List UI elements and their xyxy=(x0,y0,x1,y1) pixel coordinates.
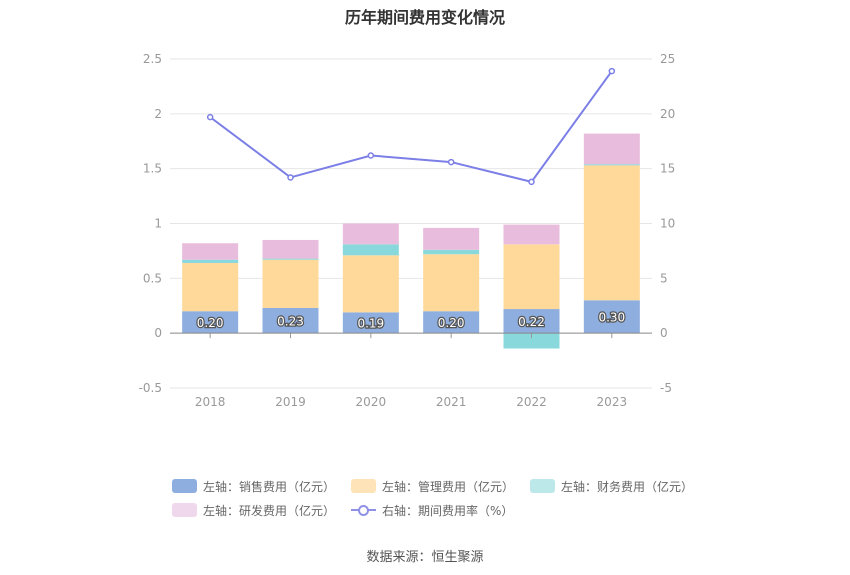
bar-data-label: 0.30 xyxy=(598,311,625,325)
bar-data-label: 0.20 xyxy=(438,316,465,330)
right-axis-tick-label: 5 xyxy=(660,271,668,285)
legend: 左轴：销售费用（亿元） 左轴：管理费用（亿元） 左轴：财务费用（亿元） 左轴：研… xyxy=(172,474,693,522)
right-axis-tick-label: 20 xyxy=(660,107,675,121)
legend-item-sales[interactable]: 左轴：销售费用（亿元） xyxy=(172,478,335,495)
right-axis-tick-label: 0 xyxy=(660,326,668,340)
data-source: 数据来源：恒生聚源 xyxy=(366,550,484,565)
right-axis-tick-label: 15 xyxy=(660,162,675,176)
legend-item-rd[interactable]: 左轴：研发费用（亿元） xyxy=(172,502,335,519)
x-axis-tick-label: 2019 xyxy=(275,395,306,409)
chart-title: 历年期间费用变化情况 xyxy=(344,8,505,27)
left-axis-tick-label: 0.5 xyxy=(143,271,162,285)
bar-2020-series-0 xyxy=(342,312,399,334)
bar-2022-series-3 xyxy=(503,224,560,245)
bar-2020-series-1 xyxy=(342,255,399,313)
x-axis-tick-label: 2018 xyxy=(195,395,226,409)
bar-2020-series-2 xyxy=(342,244,399,256)
x-axis-tick-label: 2020 xyxy=(356,395,387,409)
rate-point-2021 xyxy=(447,158,455,166)
bar-2023-series-2 xyxy=(583,164,640,166)
right-axis-tick-label: 10 xyxy=(660,217,675,231)
bar-data-label: 0.23 xyxy=(277,315,304,329)
legend-swatch-rd xyxy=(172,503,197,517)
bar-2022-series-1 xyxy=(503,244,560,310)
legend-label-rd: 左轴：研发费用（亿元） xyxy=(203,503,336,518)
chart-canvas: -0.5 0 0.5 1 1.5 2 2.5 -5 0 5 10 15 20 25 0.20 2018 0.23… xyxy=(139,52,676,409)
bar-2021-series-3 xyxy=(423,227,480,250)
legend-label-rate: 右轴：期间费用率（%） xyxy=(382,503,514,518)
bar-data-label: 0.19 xyxy=(357,317,384,331)
legend-swatch-rate xyxy=(351,503,377,517)
legend-label-sales: 左轴：销售费用（亿元） xyxy=(203,479,336,494)
legend-swatch-admin xyxy=(351,479,377,493)
bar-2019-series-3 xyxy=(262,239,319,259)
legend-swatch-finance xyxy=(530,479,556,493)
bar-2019-series-0 xyxy=(262,307,319,334)
right-axis-tick-label: 25 xyxy=(660,52,675,66)
bar-2021-series-2 xyxy=(423,249,480,255)
bar-2018-series-2 xyxy=(182,259,239,263)
bar-2021-series-1 xyxy=(423,254,480,312)
rate-point-2020 xyxy=(367,152,375,159)
legend-item-admin[interactable]: 左轴：管理费用（亿元） xyxy=(351,478,514,495)
bar-2018-series-1 xyxy=(182,262,239,312)
bar-2019-series-2 xyxy=(262,258,319,260)
bar-2018-series-0 xyxy=(182,311,239,334)
bar-2018-series-3 xyxy=(182,243,239,260)
left-axis-tick-label: 2 xyxy=(154,107,162,121)
rate-point-2018 xyxy=(206,113,214,121)
legend-label-finance: 左轴：财务费用（亿元） xyxy=(561,479,694,494)
rate-line xyxy=(209,70,613,183)
left-axis-tick-label: 0 xyxy=(154,326,162,340)
left-axis-tick-label: 2.5 xyxy=(143,52,162,66)
bar-2022-series-0 xyxy=(503,309,560,334)
legend-row-1: 左轴：销售费用（亿元） 左轴：管理费用（亿元） 左轴：财务费用（亿元） xyxy=(172,474,693,498)
left-axis-tick-label: -0.5 xyxy=(139,381,162,395)
left-axis-tick-label: 1 xyxy=(154,217,162,231)
bar-2021-series-0 xyxy=(423,311,480,334)
legend-swatch-sales xyxy=(172,479,197,493)
legend-label-admin: 左轴：管理费用（亿元） xyxy=(382,479,515,494)
right-axis-tick-label: -5 xyxy=(660,381,672,395)
left-axis-tick-label: 1.5 xyxy=(143,162,162,176)
bar-data-label: 0.22 xyxy=(518,315,545,329)
bar-2023-series-1 xyxy=(583,165,640,301)
rate-point-2019 xyxy=(287,174,294,181)
bar-2023-series-3 xyxy=(583,133,640,165)
legend-row-2: 左轴：研发费用（亿元） 右轴：期间费用率（%） xyxy=(172,498,692,522)
bar-2019-series-1 xyxy=(262,259,319,308)
legend-item-finance[interactable]: 左轴：财务费用（亿元） xyxy=(530,478,693,495)
bar-2020-series-3 xyxy=(342,223,399,245)
bar-2023-series-0 xyxy=(583,300,640,334)
bar-data-label: 0.20 xyxy=(197,316,224,330)
x-axis-tick-label: 2023 xyxy=(597,395,628,409)
legend-item-rate[interactable]: 右轴：期间费用率（%） xyxy=(351,502,513,519)
rate-point-2022 xyxy=(528,178,535,186)
bar-2022-series-2 xyxy=(503,333,560,349)
x-axis-tick-label: 2021 xyxy=(436,395,467,409)
x-axis-tick-label: 2022 xyxy=(516,395,547,409)
rate-point-2023 xyxy=(608,67,616,75)
